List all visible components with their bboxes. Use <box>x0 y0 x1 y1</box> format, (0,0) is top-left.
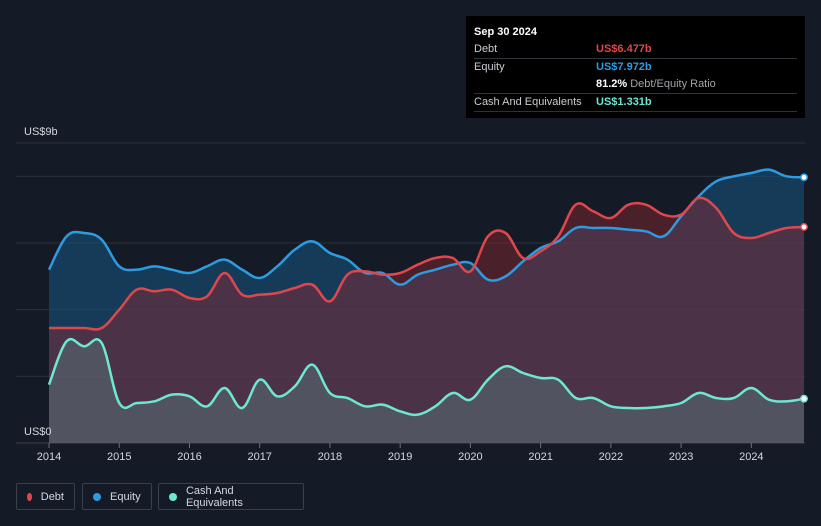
chart-tooltip: Sep 30 2024 Debt US$6.477b Equity US$7.9… <box>466 16 805 118</box>
tooltip-cash-value: US$1.331b <box>596 96 652 108</box>
tooltip-cash-label: Cash And Equivalents <box>474 96 582 108</box>
y-axis-bottom-label: US$0 <box>24 426 52 438</box>
y-axis-top-label: US$9b <box>24 126 58 138</box>
x-tick-label: 2019 <box>388 451 412 463</box>
chart-lines <box>47 168 805 417</box>
x-tick-label: 2022 <box>599 451 623 463</box>
chart-end-markers <box>800 173 808 403</box>
tooltip-equity-value: US$7.972b <box>596 61 652 73</box>
tooltip-row-cash: Cash And Equivalents US$1.331b <box>474 94 797 112</box>
tooltip-debt-label: Debt <box>474 43 498 55</box>
chart-areas <box>49 169 804 443</box>
cash-and-equivalents-area <box>49 339 804 443</box>
legend-item-cash[interactable]: Cash And Equivalents <box>158 483 304 510</box>
tooltip-ratio-value: 81.2% <box>596 78 628 90</box>
x-tick-label: 2014 <box>37 451 61 463</box>
x-tick-label: 2021 <box>528 451 552 463</box>
tooltip-row-debt: Debt US$6.477b <box>474 41 797 59</box>
tooltip-date: Sep 30 2024 <box>474 26 537 38</box>
legend-item-debt[interactable]: Debt <box>16 483 75 510</box>
tooltip-row-equity: Equity US$7.972b <box>474 59 797 76</box>
x-axis-ticks: 2014 2015 2016 2017 2018 2019 2020 2021 2022 2023… <box>37 443 764 463</box>
debt-legend-dot-icon <box>27 492 32 501</box>
tooltip-debt-value: US$6.477b <box>596 43 652 55</box>
equity-line <box>47 168 805 286</box>
x-tick-label: 2024 <box>739 451 763 463</box>
cash-and-equivalents-line <box>47 337 805 417</box>
legend-item-equity[interactable]: Equity <box>82 483 152 510</box>
cash-and-equivalents-end-marker <box>800 394 808 403</box>
cash-legend-dot-icon <box>169 492 177 501</box>
x-tick-label: 2016 <box>177 451 201 463</box>
debt-area <box>49 197 804 443</box>
equity-legend-dot-icon <box>93 492 101 501</box>
x-tick-label: 2023 <box>669 451 693 463</box>
legend-debt-label: Debt <box>40 490 64 503</box>
tooltip-equity-label: Equity <box>474 61 505 73</box>
debt-line <box>49 196 805 331</box>
equity-area <box>49 169 804 443</box>
x-tick-label: 2018 <box>318 451 342 463</box>
x-tick-label: 2017 <box>247 451 271 463</box>
tooltip-row-ratio: 81.2% Debt/Equity Ratio <box>474 76 797 94</box>
debt-end-marker <box>800 223 808 231</box>
equity-end-marker <box>800 173 808 182</box>
x-tick-label: 2020 <box>458 451 482 463</box>
x-tick-label: 2015 <box>107 451 131 463</box>
tooltip-ratio-label: Debt/Equity Ratio <box>630 78 716 90</box>
legend-equity-label: Equity <box>110 490 141 503</box>
legend-cash-label: Cash And Equivalents <box>185 484 243 509</box>
